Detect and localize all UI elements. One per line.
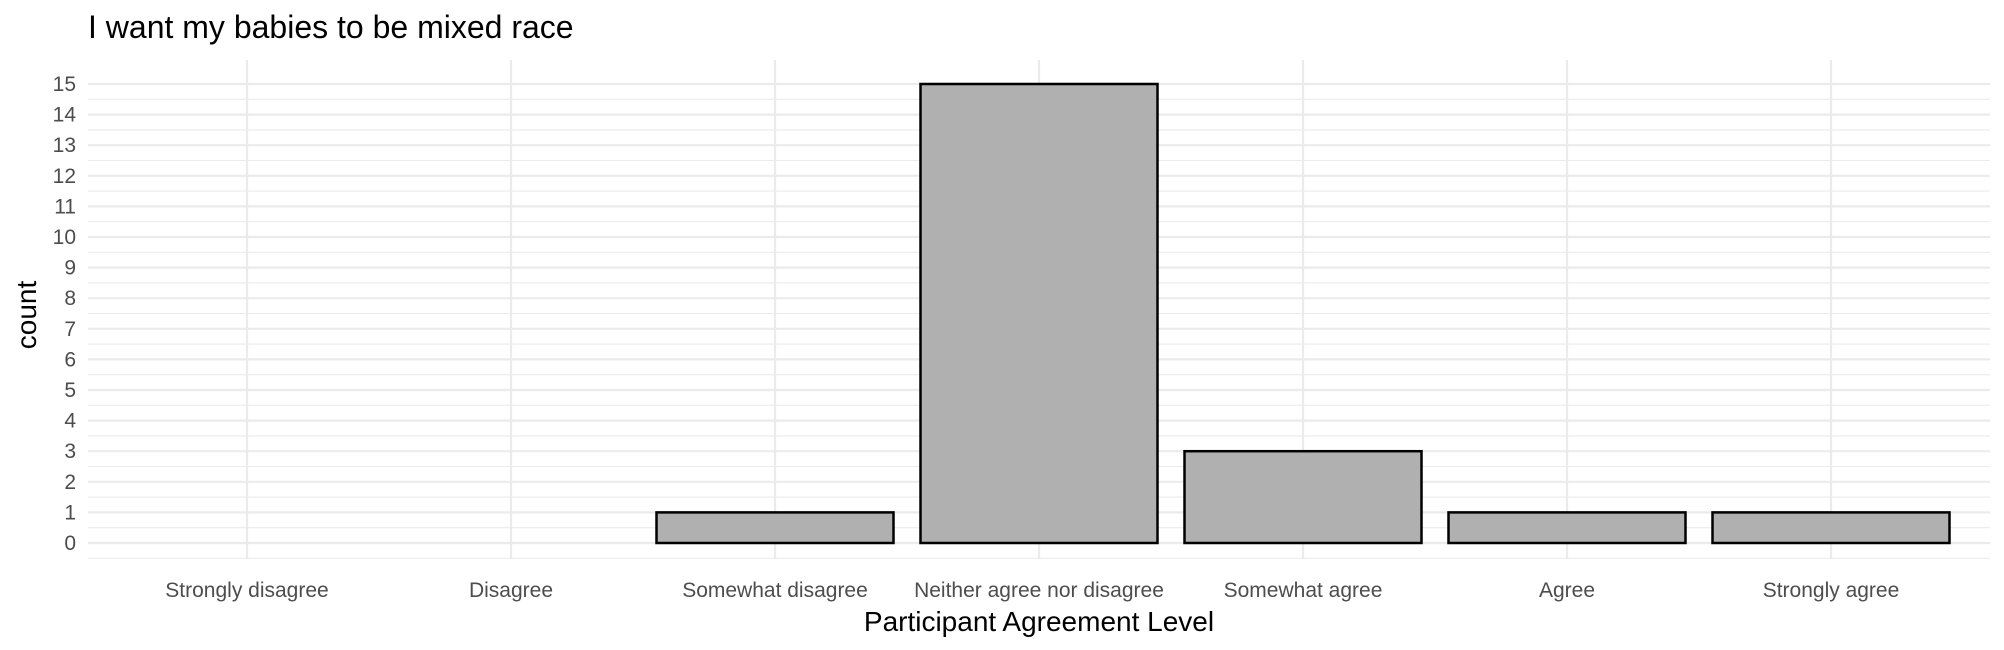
x-tick-label: Strongly disagree	[165, 579, 328, 602]
bar-3	[919, 82, 1159, 545]
y-tick-label: 14	[53, 104, 77, 127]
y-tick-label: 12	[53, 165, 76, 188]
x-tick-label: Somewhat disagree	[682, 579, 868, 602]
y-tick-label: 6	[64, 348, 76, 371]
bar-4	[1183, 449, 1423, 545]
x-tick-label: Neither agree nor disagree	[914, 579, 1164, 602]
y-tick-label: 10	[53, 226, 76, 249]
x-tick-label: Somewhat agree	[1224, 579, 1383, 602]
y-axis-title: count	[11, 281, 42, 350]
y-tick-label: 8	[64, 287, 76, 310]
y-tick-label: 9	[64, 257, 76, 280]
y-tick-label: 11	[54, 195, 76, 218]
y-tick-label: 5	[64, 379, 76, 402]
bar-5	[1447, 511, 1687, 545]
bar-6	[1711, 511, 1951, 545]
x-tick-label: Disagree	[469, 579, 553, 602]
x-axis-title: Participant Agreement Level	[864, 606, 1214, 637]
y-tick-label: 13	[53, 134, 76, 157]
y-tick-label: 4	[64, 410, 76, 433]
x-tick-label: Strongly agree	[1763, 579, 1900, 602]
y-tick-label: 0	[64, 532, 76, 555]
bar-2	[655, 511, 895, 545]
x-tick-label: Agree	[1539, 579, 1595, 602]
y-tick-label: 2	[64, 471, 76, 494]
chart-title: I want my babies to be mixed race	[88, 9, 574, 45]
bars	[655, 82, 1951, 545]
x-axis-ticks: Strongly disagree Disagree Somewhat disagr…	[165, 579, 1899, 602]
y-tick-label: 1	[64, 501, 76, 524]
y-tick-label: 15	[53, 73, 76, 96]
y-tick-label: 3	[64, 440, 76, 463]
y-tick-label: 7	[64, 318, 76, 341]
